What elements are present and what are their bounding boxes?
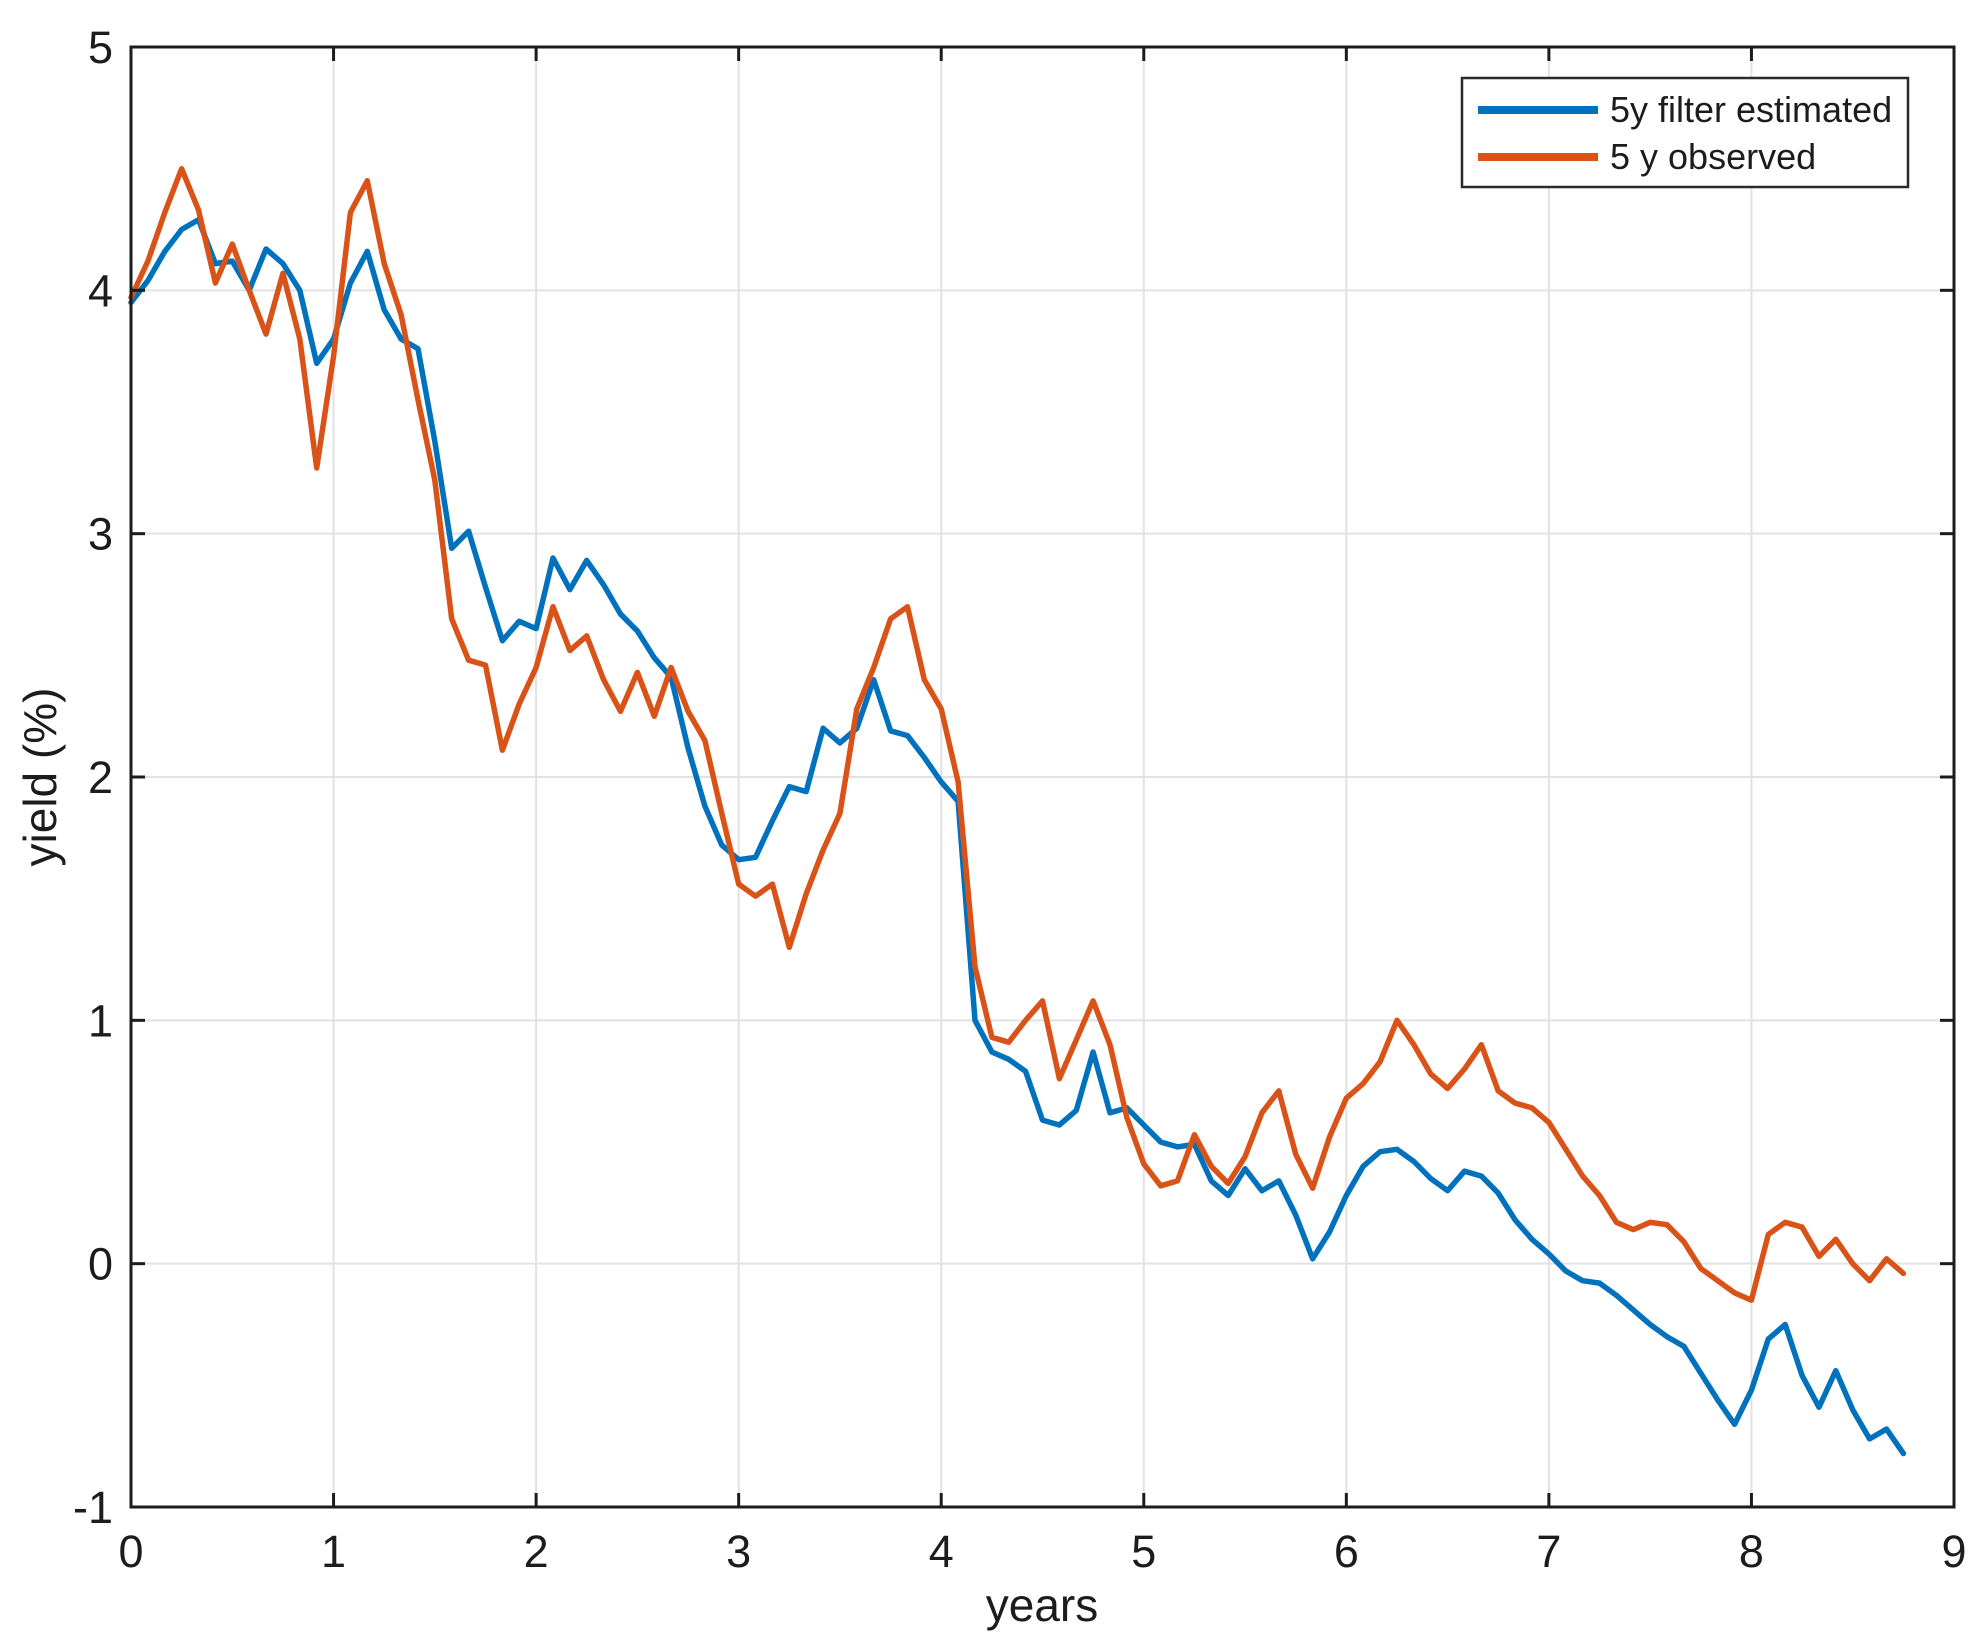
legend-label-filter-estimated: 5y filter estimated [1610, 89, 1892, 130]
y-tick-label: 2 [88, 752, 113, 803]
x-axis-label: years [986, 1579, 1098, 1631]
x-tick-label: 3 [726, 1526, 751, 1577]
y-tick-label: -1 [73, 1482, 113, 1533]
x-tick-label: 2 [524, 1526, 549, 1577]
x-tick-label: 8 [1739, 1526, 1764, 1577]
x-tick-label: 6 [1334, 1526, 1359, 1577]
x-tick-label: 5 [1131, 1526, 1156, 1577]
y-tick-label: 3 [88, 509, 113, 560]
series-line-5y-filter-estimated [128, 217, 1907, 1457]
y-tick-label: 0 [88, 1239, 113, 1290]
y-tick-label: 1 [88, 995, 113, 1046]
x-tick-label: 0 [118, 1526, 143, 1577]
series-line-5-y-observed [128, 165, 1907, 1303]
y-tick-label: 5 [88, 22, 113, 73]
y-axis-label: yield (%) [14, 688, 66, 867]
tick-marks [129, 45, 1956, 1509]
x-tick-label: 9 [1941, 1526, 1966, 1577]
grid-lines [131, 47, 1954, 1507]
y-tick-label: 4 [88, 265, 113, 316]
x-tick-label: 7 [1536, 1526, 1561, 1577]
legend: 5y filter estimated 5 y observed [1460, 76, 1910, 189]
x-tick-label: 4 [929, 1526, 954, 1577]
legend-box [1460, 76, 1910, 189]
legend-label-observed: 5 y observed [1610, 136, 1816, 177]
x-tick-label: 1 [321, 1526, 346, 1577]
series-lines [128, 165, 1907, 1457]
